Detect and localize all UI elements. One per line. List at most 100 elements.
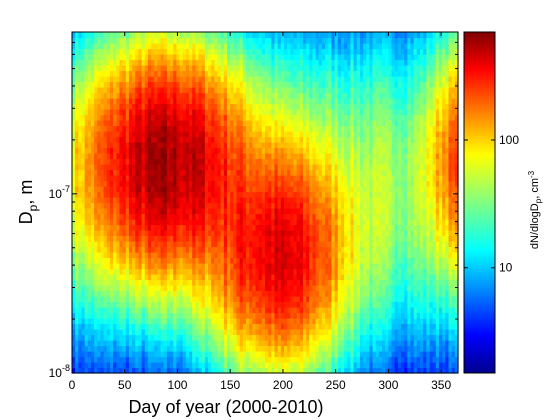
heatmap-cell — [135, 285, 140, 292]
heatmap-cell — [204, 142, 209, 149]
heatmap-cell — [208, 252, 212, 259]
heatmap-cell — [283, 186, 288, 193]
heatmap-cell — [163, 81, 168, 88]
heatmap-cell — [277, 37, 282, 44]
heatmap-cell — [271, 268, 276, 275]
heatmap-cell — [132, 48, 136, 55]
heatmap-cell — [176, 241, 181, 248]
heatmap-cell — [236, 32, 241, 39]
heatmap-cell — [299, 257, 304, 264]
heatmap-cell — [84, 59, 89, 66]
heatmap-cell — [113, 197, 117, 204]
heatmap-cell — [170, 142, 174, 149]
heatmap-cell — [78, 197, 83, 204]
heatmap-cell — [306, 340, 310, 347]
heatmap-cell — [119, 142, 124, 149]
heatmap-cell — [151, 323, 155, 330]
heatmap-cell — [113, 230, 117, 237]
heatmap-cell — [97, 252, 102, 259]
heatmap-cell — [302, 296, 307, 303]
heatmap-cell — [135, 263, 140, 270]
heatmap-cell — [97, 257, 102, 264]
heatmap-cell — [109, 153, 114, 160]
heatmap-cell — [271, 142, 276, 149]
heatmap-cell — [242, 65, 247, 72]
heatmap-cell — [106, 158, 111, 165]
heatmap-cell — [268, 329, 272, 336]
heatmap-cell — [157, 65, 162, 72]
heatmap-cell — [271, 230, 276, 237]
heatmap-cell — [185, 241, 190, 248]
heatmap-cell — [138, 241, 143, 248]
heatmap-cell — [185, 213, 190, 220]
heatmap-cell — [208, 213, 212, 220]
heatmap-cell — [163, 252, 168, 259]
heatmap-cell — [249, 230, 253, 237]
heatmap-cell — [122, 54, 127, 61]
heatmap-cell — [239, 285, 244, 292]
heatmap-cell — [170, 224, 174, 231]
heatmap-cell — [195, 70, 200, 77]
heatmap-cell — [299, 191, 304, 198]
heatmap-cell — [116, 142, 121, 149]
heatmap-cell — [198, 257, 203, 264]
heatmap-cell — [128, 109, 133, 116]
heatmap-cell — [268, 87, 272, 94]
heatmap-cell — [185, 147, 190, 154]
heatmap-cell — [296, 230, 301, 237]
heatmap-cell — [119, 81, 124, 88]
heatmap-cell — [277, 202, 282, 209]
heatmap-cell — [163, 98, 168, 105]
heatmap-cell — [173, 241, 178, 248]
heatmap-cell — [290, 340, 295, 347]
heatmap-cell — [233, 230, 238, 237]
heatmap-cell — [249, 252, 253, 259]
heatmap-cell — [312, 301, 317, 308]
heatmap-cell — [119, 54, 124, 61]
heatmap-cell — [233, 301, 238, 308]
heatmap-cell — [315, 307, 320, 314]
heatmap-cell — [128, 98, 133, 105]
heatmap-cell — [233, 241, 238, 248]
heatmap-cell — [157, 175, 162, 182]
heatmap-cell — [170, 76, 174, 83]
heatmap-cell — [125, 323, 130, 330]
heatmap-cell — [233, 98, 238, 105]
heatmap-cell — [214, 81, 219, 88]
heatmap-cell — [179, 158, 184, 165]
heatmap-cell — [116, 208, 121, 215]
heatmap-cell — [179, 252, 184, 259]
heatmap-cell — [113, 54, 117, 61]
heatmap-cell — [252, 268, 257, 275]
heatmap-cell — [258, 169, 263, 176]
heatmap-cell — [170, 186, 174, 193]
heatmap-cell — [189, 263, 193, 270]
heatmap-cell — [90, 48, 95, 55]
heatmap-cell — [87, 48, 92, 55]
heatmap-cell — [220, 356, 225, 363]
heatmap-cell — [195, 351, 200, 358]
heatmap-cell — [296, 252, 301, 259]
heatmap-cell — [261, 334, 266, 341]
heatmap-cell — [173, 246, 178, 253]
heatmap-cell — [283, 318, 288, 325]
heatmap-cell — [128, 103, 133, 110]
heatmap-cell — [242, 301, 247, 308]
heatmap-cell — [312, 76, 317, 83]
heatmap-cell — [204, 158, 209, 165]
heatmap-cell — [242, 37, 247, 44]
heatmap-cell — [90, 340, 95, 347]
heatmap-cell — [290, 87, 295, 94]
heatmap-cell — [122, 323, 127, 330]
heatmap-cell — [315, 279, 320, 286]
heatmap-cell — [173, 345, 178, 352]
heatmap-cell — [306, 87, 310, 94]
heatmap-cell — [201, 329, 206, 336]
heatmap-cell — [233, 65, 238, 72]
heatmap-cell — [258, 235, 263, 242]
heatmap-cell — [220, 191, 225, 198]
heatmap-cell — [176, 252, 181, 259]
heatmap-cell — [81, 323, 86, 330]
heatmap-cell — [280, 186, 285, 193]
heatmap-cell — [138, 274, 143, 281]
